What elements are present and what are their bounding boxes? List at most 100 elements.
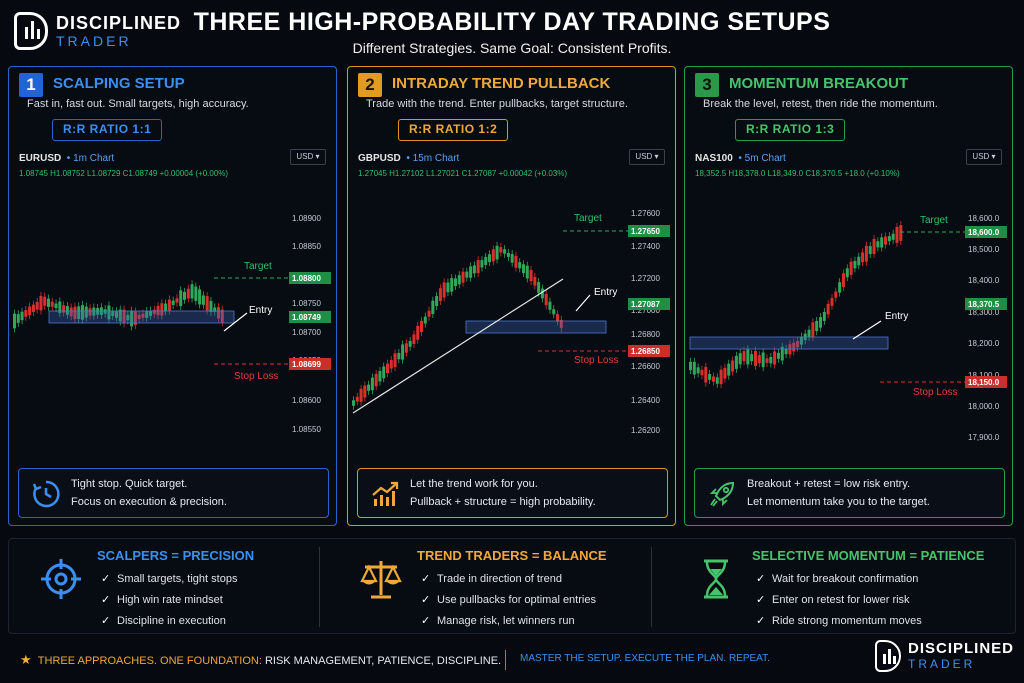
rr-ratio-badge: R:R RATIO 1:2 (398, 119, 509, 141)
candle (84, 306, 88, 318)
candle (510, 253, 514, 263)
summary-item: ✓ Wait for breakout confirmation (756, 573, 919, 585)
chart-symbol: NAS100 • 5m Chart (695, 153, 786, 164)
panel-description: Trade with the trend. Enter pullbacks, t… (366, 98, 628, 110)
brand-line2: TRADER (56, 32, 132, 49)
candle (552, 309, 556, 315)
candle (420, 320, 424, 333)
entry-zone (689, 336, 889, 350)
candle (179, 290, 183, 307)
candle (469, 266, 473, 278)
summary-item: ✓ Trade in direction of trend (421, 573, 562, 585)
candle (815, 320, 819, 332)
footnote-line2: Let momentum take you to the target. (747, 496, 930, 508)
candle (742, 351, 746, 362)
entry-zone (465, 320, 607, 334)
candle (457, 275, 461, 285)
footer-logo: DISCIPLINED TRADER (875, 640, 1014, 672)
candle (857, 256, 861, 266)
divider (651, 547, 652, 627)
currency-select[interactable]: USD ▾ (290, 149, 326, 165)
panel-momentum-breakout: 3 MOMENTUM BREAKOUT Break the level, ret… (684, 66, 1013, 526)
candle (503, 249, 507, 254)
entry-tag (289, 311, 331, 323)
panel-number: 2 (358, 73, 382, 97)
target-label: Target (244, 261, 272, 272)
candle (696, 367, 700, 374)
candle (423, 316, 427, 324)
target-tag (965, 226, 1007, 238)
candle (784, 348, 788, 355)
price-tick: 18,400.0 (968, 276, 1000, 285)
price-tick: 1.27400 (631, 242, 660, 251)
candle (412, 334, 416, 345)
candle (13, 313, 16, 329)
stop-tag (965, 376, 1007, 388)
candle (194, 286, 198, 301)
currency-select[interactable]: USD ▾ (966, 149, 1002, 165)
scales-icon (360, 561, 402, 599)
candle (754, 350, 758, 366)
summary-item: ✓ Small targets, tight stops (101, 573, 238, 585)
candle (73, 306, 77, 320)
candle (374, 373, 378, 387)
candle (107, 305, 111, 320)
summary-title: SELECTIVE MOMENTUM = PATIENCE (752, 548, 985, 563)
stop-tag (628, 345, 670, 357)
page-subtitle: Different Strategies. Same Goal: Consist… (352, 40, 672, 56)
candle (50, 301, 54, 307)
candle (799, 336, 803, 345)
price-tick: 1.26400 (631, 396, 660, 405)
rocket-icon (709, 481, 735, 507)
candle (780, 346, 784, 361)
candle (137, 314, 141, 320)
candle (746, 349, 750, 365)
brand-line1: DISCIPLINED (908, 640, 1015, 657)
candle (738, 353, 742, 365)
currency-select[interactable]: USD ▾ (629, 149, 665, 165)
candle (186, 288, 190, 299)
candle (62, 305, 66, 313)
page-title: THREE HIGH-PROBABILITY DAY TRADING SETUP… (193, 8, 831, 36)
ohlc-readout: 1.27045 H1.27102 L1.27021 C1.27087 +0.00… (358, 169, 568, 178)
candle (378, 371, 382, 382)
candle (887, 236, 891, 242)
candle (111, 311, 115, 316)
candle (28, 306, 32, 316)
panel-footnote: Breakout + retest = low risk entry. Let … (694, 468, 1005, 518)
summary-item: ✓ Manage risk, let winners run (421, 615, 575, 627)
summary-momentum: SELECTIVE MOMENTUM = PATIENCE ✓ Wait for … (664, 539, 1014, 635)
symbol-name: EURUSD (19, 153, 62, 164)
stop-price: 1.08699 (292, 360, 321, 369)
candle (145, 310, 149, 318)
candle (81, 305, 85, 320)
price-tick: 1.27000 (631, 306, 660, 315)
candle (819, 317, 823, 328)
candle (518, 262, 522, 269)
candle (24, 309, 28, 317)
candle (427, 310, 431, 317)
candle (461, 271, 465, 283)
ohlc-readout: 18,352.5 H18,378.0 L18,349.0 C18,370.5 +… (695, 169, 900, 178)
candle (65, 306, 69, 315)
candle (465, 271, 469, 278)
price-tick: 1.27600 (631, 209, 660, 218)
candle (845, 268, 849, 278)
candle (811, 322, 815, 337)
target-price: 1.08800 (292, 274, 321, 283)
candle (201, 295, 205, 305)
candle (389, 360, 393, 369)
candle (103, 309, 107, 314)
panel-scalping: 1 SCALPING SETUP Fast in, fast out. Smal… (8, 66, 337, 526)
candle (719, 369, 723, 385)
brand-logo: DISCIPLINED TRADER (14, 12, 181, 50)
footer-motto: MASTER THE SETUP. EXECUTE THE PLAN. REPE… (520, 653, 770, 664)
candle (408, 340, 412, 347)
price-tick: 18,100.0 (968, 371, 1000, 380)
candle (397, 352, 401, 360)
candle (435, 296, 439, 306)
candle (442, 282, 446, 298)
candle (126, 314, 130, 321)
hourglass-icon (704, 559, 728, 599)
candle (454, 278, 458, 287)
